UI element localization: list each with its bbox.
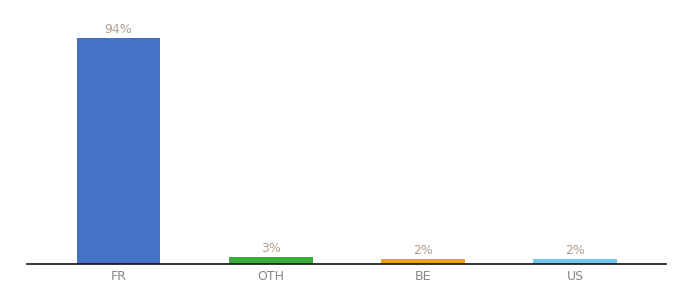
Text: 2%: 2% xyxy=(565,244,585,257)
Text: 2%: 2% xyxy=(413,244,433,257)
Bar xyxy=(533,259,617,264)
Bar xyxy=(381,259,464,264)
Bar xyxy=(77,38,160,264)
Text: 3%: 3% xyxy=(260,242,281,255)
Bar xyxy=(229,257,313,264)
Text: 94%: 94% xyxy=(105,23,133,37)
